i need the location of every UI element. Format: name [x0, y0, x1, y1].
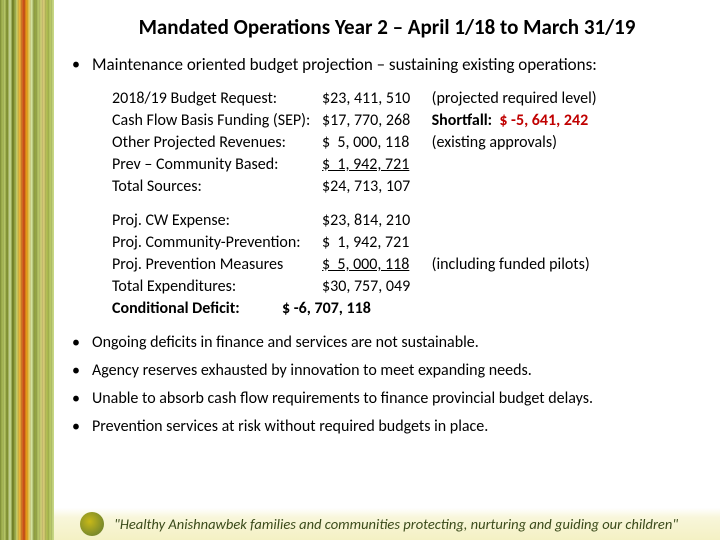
budget-line-amount: $ 5, 000, 118: [322, 254, 428, 276]
budget-line-amount: $24, 713, 107: [322, 176, 428, 198]
budget-line-label: Proj. Prevention Measures: [112, 254, 322, 276]
closing-bullet: •Ongoing deficits in finance and service…: [68, 332, 706, 354]
budget-line-amount: $23, 814, 210: [322, 210, 428, 232]
bullet-dot-icon: •: [68, 360, 92, 382]
footer-tagline: "Healthy Anishnawbek families and commun…: [114, 515, 678, 533]
decorative-left-strip: [0, 0, 54, 540]
budget-line-label: Total Expenditures:: [112, 276, 322, 298]
lead-bullet-text: Maintenance oriented budget projection –…: [92, 54, 597, 76]
budget-line: Cash Flow Basis Funding (SEP):$17, 770, …: [112, 110, 706, 132]
budget-line-label: Total Sources:: [112, 176, 322, 198]
closing-bullet: •Prevention services at risk without req…: [68, 416, 706, 438]
closing-bullet-text: Prevention services at risk without requ…: [92, 416, 488, 438]
slide-title: Mandated Operations Year 2 – April 1/18 …: [68, 14, 706, 40]
closing-bullet-text: Unable to absorb cash flow requirements …: [92, 388, 593, 410]
budget-line-label: Proj. Community-Prevention:: [112, 232, 322, 254]
budget-line-amount: $30, 757, 049: [322, 276, 428, 298]
budget-line: Total Sources:$24, 713, 107: [112, 176, 706, 198]
budget-line: Total Expenditures:$30, 757, 049: [112, 276, 706, 298]
lead-bullet: • Maintenance oriented budget projection…: [68, 54, 706, 76]
budget-line: Proj. CW Expense:$23, 814, 210: [112, 210, 706, 232]
closing-bullet-text: Ongoing deficits in finance and services…: [92, 332, 479, 354]
conditional-deficit-line: Conditional Deficit:$ -6, 707, 118: [112, 298, 706, 320]
budget-line: 2018/19 Budget Request:$23, 411, 510 (pr…: [112, 88, 706, 110]
budget-line-label: Other Projected Revenues:: [112, 132, 322, 154]
budget-line-note: (including funded pilots): [428, 254, 706, 276]
slide-body: Mandated Operations Year 2 – April 1/18 …: [54, 0, 720, 540]
closing-bullet: •Agency reserves exhausted by innovation…: [68, 360, 706, 382]
budget-line-note: (existing approvals): [428, 132, 706, 154]
closing-bullets: •Ongoing deficits in finance and service…: [68, 332, 706, 438]
shortfall-amount: $ -5, 641, 242: [499, 111, 588, 130]
deficit-amount: $ -6, 707, 118: [282, 298, 371, 320]
budget-line: Proj. Prevention Measures$ 5, 000, 118 (…: [112, 254, 706, 276]
budget-line-amount: $ 1, 942, 721: [322, 154, 428, 176]
budget-line-note: (projected required level): [428, 88, 706, 110]
budget-line-label: Prev – Community Based:: [112, 154, 322, 176]
closing-bullet: •Unable to absorb cash flow requirements…: [68, 388, 706, 410]
bullet-dot-icon: •: [68, 416, 92, 438]
bullet-dot-icon: •: [68, 54, 92, 76]
budget-line-amount: $ 5, 000, 118: [322, 132, 428, 154]
budget-line: Proj. Community-Prevention:$ 1, 942, 721: [112, 232, 706, 254]
budget-line-label: Cash Flow Basis Funding (SEP):: [112, 110, 322, 132]
footer-bar: "Healthy Anishnawbek families and commun…: [54, 508, 720, 540]
footer-logo-icon: [80, 512, 104, 536]
budget-line: Prev – Community Based:$ 1, 942, 721: [112, 154, 706, 176]
closing-bullet-text: Agency reserves exhausted by innovation …: [92, 360, 532, 382]
expenditures-block: Proj. CW Expense:$23, 814, 210Proj. Comm…: [112, 210, 706, 320]
budget-line-amount: $ 1, 942, 721: [322, 232, 428, 254]
bullet-dot-icon: •: [68, 332, 92, 354]
budget-line: Other Projected Revenues:$ 5, 000, 118 (…: [112, 132, 706, 154]
budget-line-amount: $17, 770, 268: [322, 110, 428, 132]
budget-line-note: Shortfall: $ -5, 641, 242: [428, 110, 706, 132]
budget-line-label: 2018/19 Budget Request:: [112, 88, 322, 110]
bullet-dot-icon: •: [68, 388, 92, 410]
budget-line-amount: $23, 411, 510: [322, 88, 428, 110]
budget-line-label: Proj. CW Expense:: [112, 210, 322, 232]
sources-block: 2018/19 Budget Request:$23, 411, 510 (pr…: [112, 88, 706, 198]
deficit-label: Conditional Deficit:: [112, 298, 282, 320]
